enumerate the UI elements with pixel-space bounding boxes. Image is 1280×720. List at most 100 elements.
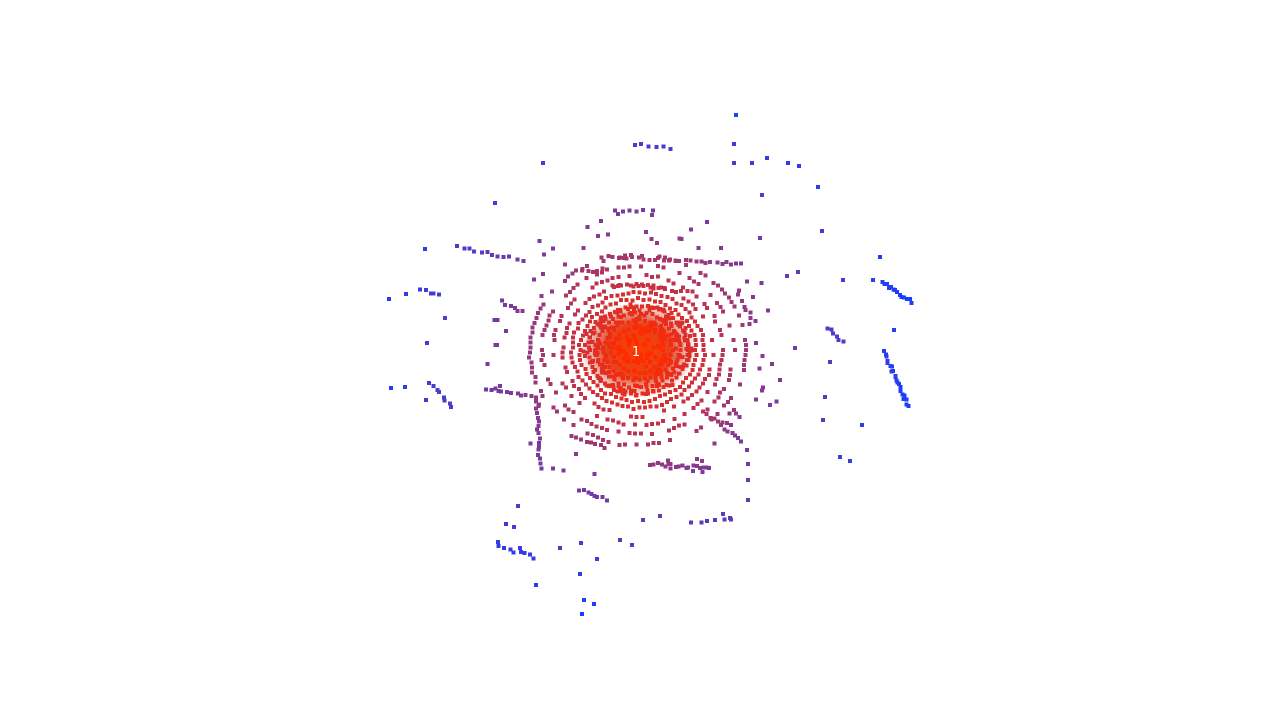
point-cloud-point xyxy=(753,319,758,324)
point-cloud-point xyxy=(598,341,603,346)
point-cloud-point xyxy=(580,612,584,616)
point-cloud-point xyxy=(607,407,612,412)
point-cloud-point xyxy=(661,333,666,338)
point-cloud-point xyxy=(540,332,545,337)
point-cloud-point xyxy=(638,431,643,436)
point-cloud-point xyxy=(542,252,546,257)
point-cloud-point xyxy=(604,370,609,375)
point-cloud-point xyxy=(648,404,653,409)
point-cloud-point xyxy=(656,285,661,290)
point-cloud-point xyxy=(639,142,644,147)
point-cloud-point xyxy=(558,546,562,550)
point-cloud-point xyxy=(609,392,614,396)
point-cloud-point xyxy=(681,399,686,404)
point-cloud-point xyxy=(467,246,472,251)
point-cloud-point xyxy=(601,258,606,263)
point-cloud-point xyxy=(666,428,671,433)
point-cloud-point xyxy=(563,293,568,298)
point-cloud-point xyxy=(718,328,723,333)
point-cloud-point xyxy=(692,358,697,362)
point-cloud-point xyxy=(701,314,705,319)
point-cloud-point xyxy=(694,463,699,468)
point-cloud-point xyxy=(674,394,679,399)
point-cloud-point xyxy=(576,321,581,326)
point-cloud-point xyxy=(613,309,618,314)
point-cloud-point xyxy=(683,376,688,381)
point-cloud-point xyxy=(683,306,688,311)
point-cloud-point xyxy=(667,390,672,394)
point-cloud-point xyxy=(585,431,590,436)
point-cloud-point xyxy=(667,357,672,362)
point-cloud-point xyxy=(583,301,588,306)
point-cloud-point xyxy=(655,240,660,245)
point-cloud-point xyxy=(607,335,612,340)
point-cloud-point xyxy=(570,360,575,365)
point-cloud-point xyxy=(637,255,642,260)
point-cloud-point xyxy=(612,355,617,359)
point-cloud-point xyxy=(663,464,668,469)
point-cloud-point xyxy=(686,396,691,401)
point-cloud-point xyxy=(616,384,621,389)
point-cloud-point xyxy=(601,407,606,412)
point-cloud-point xyxy=(693,319,698,324)
point-cloud-point xyxy=(587,297,592,302)
point-cloud-point xyxy=(550,309,555,314)
point-cloud-point xyxy=(587,345,591,350)
point-cloud-point xyxy=(672,404,677,409)
point-cloud-point xyxy=(669,337,674,342)
point-cloud-point xyxy=(748,316,753,321)
point-cloud-point xyxy=(617,337,622,342)
point-cloud-point xyxy=(600,328,605,333)
point-cloud-point xyxy=(657,346,662,351)
point-cloud-point xyxy=(659,403,664,408)
point-cloud-point xyxy=(650,422,655,426)
point-cloud-point xyxy=(626,369,631,374)
point-cloud-point xyxy=(539,294,544,298)
point-cloud-point xyxy=(583,382,588,387)
point-cloud-point xyxy=(595,383,600,388)
point-cloud-point xyxy=(682,422,687,427)
point-cloud-point xyxy=(578,348,583,352)
point-cloud-point xyxy=(581,246,586,250)
point-cloud-point xyxy=(722,517,727,522)
point-cloud-point xyxy=(563,403,567,408)
point-cloud-point xyxy=(619,315,624,320)
point-cloud-point xyxy=(704,412,709,417)
point-cloud-point xyxy=(657,394,662,399)
point-cloud-point xyxy=(622,265,626,270)
point-cloud-point xyxy=(566,274,570,279)
point-cloud-point xyxy=(621,366,626,371)
point-cloud-point xyxy=(577,400,582,405)
point-cloud-point xyxy=(603,391,608,396)
point-cloud-point xyxy=(571,384,576,388)
point-cloud-point xyxy=(645,379,650,383)
point-cloud-point xyxy=(634,347,639,352)
point-cloud-point xyxy=(579,338,584,342)
point-cloud-point xyxy=(442,398,447,403)
point-cloud-point xyxy=(616,212,621,216)
point-cloud-point xyxy=(871,278,875,282)
point-cloud-point xyxy=(676,322,681,327)
point-cloud-point xyxy=(600,270,605,275)
point-cloud-point xyxy=(705,407,710,412)
point-cloud-point xyxy=(570,378,575,383)
point-cloud-point xyxy=(600,363,605,368)
point-cloud-point xyxy=(589,492,594,496)
point-cloud-point xyxy=(906,403,911,408)
point-cloud-point xyxy=(627,338,632,343)
point-cloud-point xyxy=(657,383,661,387)
point-cloud-point xyxy=(593,319,598,324)
point-cloud-point xyxy=(540,394,545,398)
point-cloud-point xyxy=(632,335,637,340)
point-cloud-point xyxy=(538,456,543,461)
point-cloud-point xyxy=(703,261,708,266)
point-cloud-point xyxy=(746,498,750,502)
point-cloud-point xyxy=(709,338,714,343)
point-cloud-point xyxy=(624,256,629,261)
point-cloud-point xyxy=(722,403,727,408)
point-cloud-point xyxy=(622,356,627,361)
point-cloud-point xyxy=(533,380,538,385)
point-cloud-point xyxy=(610,283,615,288)
